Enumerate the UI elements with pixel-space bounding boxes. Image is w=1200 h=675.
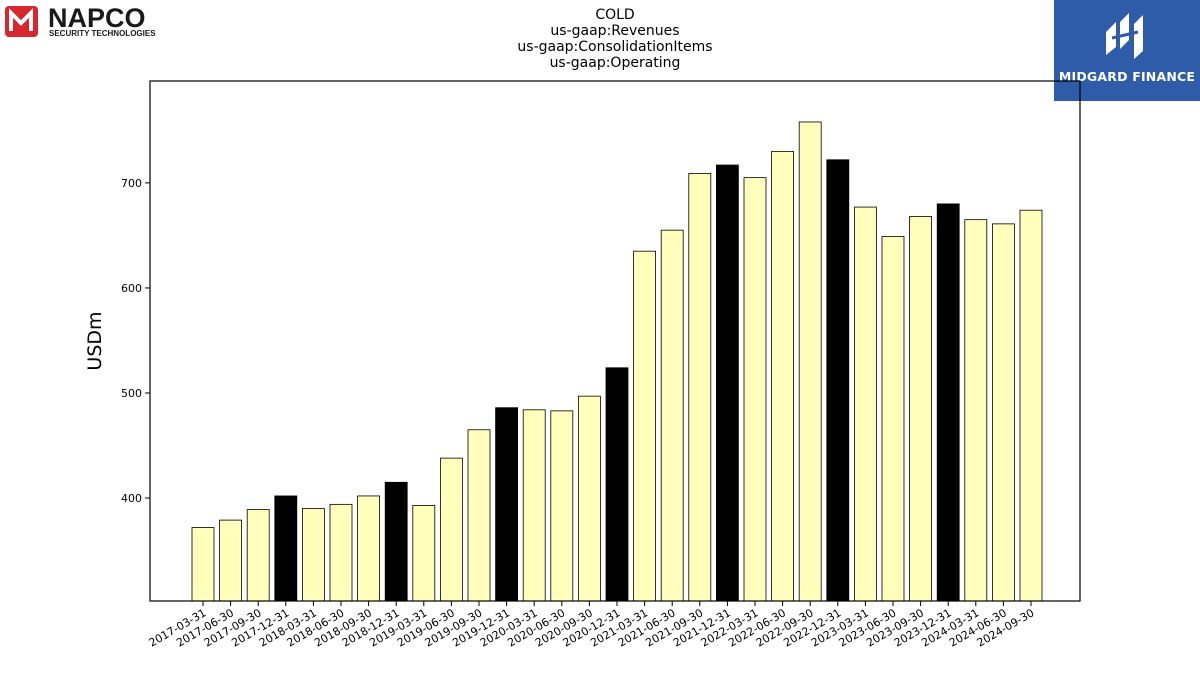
y-tick-label: 400 bbox=[121, 492, 142, 505]
bar bbox=[688, 173, 712, 602]
bar bbox=[522, 409, 546, 602]
bar bbox=[992, 223, 1015, 602]
napco-logo-tagline: SECURITY TECHNOLOGIES bbox=[49, 29, 156, 38]
bar bbox=[550, 410, 574, 602]
napco-logo: NAPCO SECURITY TECHNOLOGIES bbox=[5, 4, 156, 38]
chart-title-line: COLD bbox=[595, 7, 635, 23]
chart-title: COLD us-gaap:Revenues us-gaap:Consolidat… bbox=[415, 7, 815, 71]
bar bbox=[854, 206, 877, 602]
bar bbox=[798, 121, 822, 602]
bar bbox=[743, 177, 767, 602]
y-tick-label: 700 bbox=[121, 177, 142, 190]
bar bbox=[716, 164, 739, 602]
bar bbox=[771, 150, 794, 602]
bar bbox=[578, 395, 601, 602]
chart-title-line: us-gaap:Operating bbox=[549, 55, 681, 71]
midgard-finance-logo: MIDGARD FINANCE bbox=[1054, 0, 1200, 101]
midgard-logo-name: MIDGARD FINANCE bbox=[1058, 69, 1196, 84]
bar bbox=[605, 367, 629, 602]
bar bbox=[467, 429, 491, 602]
bar bbox=[495, 407, 519, 602]
bar bbox=[1019, 209, 1043, 602]
bar bbox=[439, 457, 463, 602]
chart-title-line: us-gaap:ConsolidationItems bbox=[517, 39, 713, 55]
bar bbox=[274, 495, 298, 602]
plot-frame bbox=[149, 80, 1081, 602]
bar bbox=[301, 508, 325, 602]
bar bbox=[191, 527, 215, 602]
bar bbox=[826, 159, 850, 602]
bar bbox=[964, 219, 988, 602]
bar bbox=[660, 229, 684, 602]
chart-title-line: us-gaap:Revenues bbox=[550, 23, 680, 39]
bar bbox=[357, 495, 381, 602]
bar bbox=[384, 481, 408, 602]
bar bbox=[909, 216, 932, 602]
bar bbox=[246, 509, 270, 602]
y-tick-label: 600 bbox=[121, 282, 142, 295]
bar bbox=[412, 505, 436, 602]
bar bbox=[881, 236, 905, 602]
bar bbox=[219, 519, 243, 602]
y-axis-label: USDm bbox=[84, 311, 106, 370]
bar bbox=[936, 203, 960, 602]
midgard-logo-mark bbox=[1106, 13, 1143, 59]
y-tick-label: 500 bbox=[121, 387, 142, 400]
bar bbox=[329, 503, 353, 602]
bar bbox=[633, 250, 656, 602]
napco-logo-name: NAPCO bbox=[48, 4, 146, 33]
